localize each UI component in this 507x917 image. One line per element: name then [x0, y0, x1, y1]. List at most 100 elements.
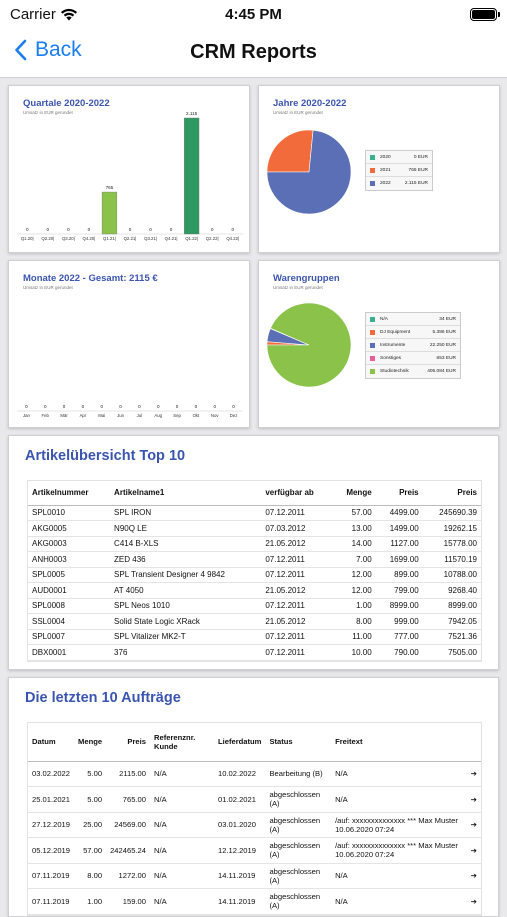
table-cell: N/A: [150, 761, 214, 787]
tick-label: Jul: [137, 413, 143, 418]
legend-label: Studiotechnik: [380, 369, 427, 374]
table-cell: 07.12.2011: [261, 567, 333, 583]
arrow-right-icon[interactable]: ➔: [467, 838, 481, 864]
table-cell: 25.01.2021: [28, 787, 74, 813]
table-cell: 07.12.2011: [261, 505, 333, 521]
column-header: Menge: [333, 481, 375, 505]
table-cell: 799.00: [376, 583, 423, 599]
table-cell: 21.05.2012: [261, 583, 333, 599]
table-cell: N/A: [331, 889, 467, 915]
arrow-right-icon[interactable]: ➔: [467, 787, 481, 813]
clock: 4:45 PM: [0, 6, 507, 23]
table-cell: 765.00: [106, 787, 150, 813]
arrow-right-icon[interactable]: ➔: [467, 761, 481, 787]
legend-swatch: [370, 369, 375, 374]
table-cell: 11570.19: [423, 552, 481, 568]
legend-swatch: [370, 356, 375, 361]
legend-label: 2020: [380, 155, 414, 160]
table-cell: 1272.00: [106, 863, 150, 889]
table-cell: 1.00: [74, 889, 106, 915]
tick-label: Q1.22|: [185, 236, 198, 241]
table-cell: ANH0003: [28, 552, 110, 568]
table-cell: 1127.00: [376, 536, 423, 552]
data-label: 0: [44, 404, 47, 409]
table-cell: N/A: [150, 863, 214, 889]
data-label: 0: [211, 227, 214, 232]
tick-label: Nov: [211, 413, 219, 418]
data-label: 0: [231, 227, 234, 232]
arrow-right-icon[interactable]: ➔: [467, 889, 481, 915]
column-header: Artikelname1: [110, 481, 261, 505]
tick-label: Jun: [117, 413, 125, 418]
table-cell: 24569.00: [106, 812, 150, 838]
data-label: 2.115: [186, 111, 198, 116]
data-label: 0: [195, 404, 198, 409]
legend-value: 765 EUR: [409, 168, 428, 173]
table-cell: 5.00: [74, 787, 106, 813]
table-cell: 2115.00: [106, 761, 150, 787]
legend-value: 34 EUR: [439, 317, 456, 322]
data-label: 0: [232, 404, 235, 409]
legend-label: 2021: [380, 168, 409, 173]
column-header: Status: [265, 723, 331, 761]
arrow-right-icon[interactable]: ➔: [467, 863, 481, 889]
table-cell: 4499.00: [376, 505, 423, 521]
tick-label: Q1.20|: [21, 236, 34, 241]
table-cell: N/A: [331, 761, 467, 787]
legend-swatch: [370, 317, 375, 322]
table-cell: SPL Transient Designer 4 9842: [110, 567, 261, 583]
table-cell: 777.00: [376, 629, 423, 645]
orders-title: Die letzten 10 Aufträge: [25, 690, 181, 706]
table-cell: 07.12.2011: [261, 552, 333, 568]
table-cell: /auf: xxxxxxxxxxxxxx *** Max Muster 10.0…: [331, 838, 467, 864]
table-cell: 1499.00: [376, 521, 423, 537]
table-cell: SPL0008: [28, 598, 110, 614]
quarters-bar-chart: 0Q1.20|0Q2.20|0Q3.20|0Q4.20|765Q1.21|0Q2…: [9, 86, 251, 254]
table-cell: 1699.00: [376, 552, 423, 568]
data-label: 0: [82, 404, 85, 409]
data-label: 0: [100, 404, 103, 409]
top10-title: Artikelübersicht Top 10: [25, 448, 185, 464]
table-cell: 01.02.2021: [214, 787, 265, 813]
table-cell: 5.00: [74, 761, 106, 787]
column-header: verfügbar ab: [261, 481, 333, 505]
quarters-chart-card: Quartale 2020-2022 Umsatz in EUR gerunde…: [8, 85, 250, 253]
table-cell: 25.00: [74, 812, 106, 838]
data-label: 0: [176, 404, 179, 409]
table-cell: /auf: xxxxxxxxxxxxxx *** Max Muster 10.0…: [331, 812, 467, 838]
tick-label: Q3.21|: [144, 236, 157, 241]
table-cell: 07.12.2011: [261, 645, 333, 661]
data-label: 0: [63, 404, 66, 409]
table-cell: 9268.40: [423, 583, 481, 599]
table-cell: 03.02.2022: [28, 761, 74, 787]
table-cell: N/A: [331, 787, 467, 813]
tick-label: Q4.20|: [82, 236, 95, 241]
data-label: 0: [149, 227, 152, 232]
legend-swatch: [370, 155, 375, 160]
arrow-right-icon[interactable]: ➔: [467, 812, 481, 838]
table-cell: AT 4050: [110, 583, 261, 599]
table-cell: Solid State Logic XRack: [110, 614, 261, 630]
table-cell: N/A: [150, 812, 214, 838]
table-cell: SPL0007: [28, 629, 110, 645]
tick-label: Q1.21|: [103, 236, 116, 241]
bar: [102, 192, 117, 234]
table-cell: 15778.00: [423, 536, 481, 552]
